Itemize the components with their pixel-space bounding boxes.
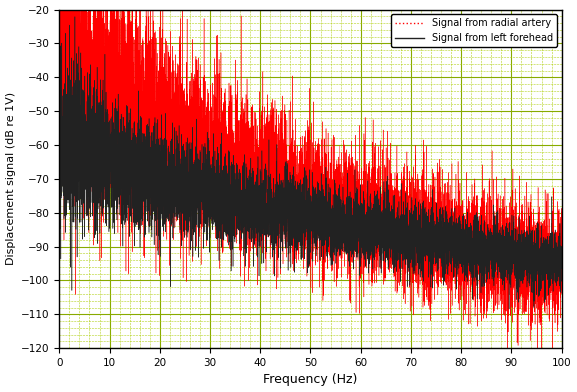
Line: Signal from left forehead: Signal from left forehead — [59, 17, 561, 309]
Signal from radial artery — [56, 0, 63, 5]
Signal from left forehead — [505, 307, 512, 311]
Signal from radial artery — [558, 210, 565, 214]
Y-axis label: Displacement signal (dB re 1V): Displacement signal (dB re 1V) — [6, 92, 16, 265]
Signal from left forehead — [375, 241, 382, 246]
Signal from left forehead — [558, 253, 565, 258]
Signal from radial artery — [428, 261, 435, 266]
Signal from left forehead — [72, 15, 78, 19]
Signal from radial artery — [353, 194, 360, 199]
Signal from radial artery — [375, 214, 382, 218]
Legend: Signal from radial artery, Signal from left forehead: Signal from radial artery, Signal from l… — [391, 15, 557, 47]
Signal from left forehead — [81, 154, 88, 159]
Signal from radial artery — [534, 352, 541, 357]
Signal from left forehead — [455, 254, 462, 258]
Signal from left forehead — [428, 267, 435, 272]
Signal from left forehead — [353, 232, 360, 236]
Signal from radial artery — [238, 248, 245, 253]
Line: Signal from radial artery: Signal from radial artery — [59, 3, 561, 355]
Signal from left forehead — [56, 127, 63, 132]
Signal from left forehead — [238, 214, 245, 219]
Signal from radial artery — [81, 71, 88, 75]
Signal from radial artery — [455, 285, 462, 290]
X-axis label: Frequency (Hz): Frequency (Hz) — [263, 374, 358, 387]
